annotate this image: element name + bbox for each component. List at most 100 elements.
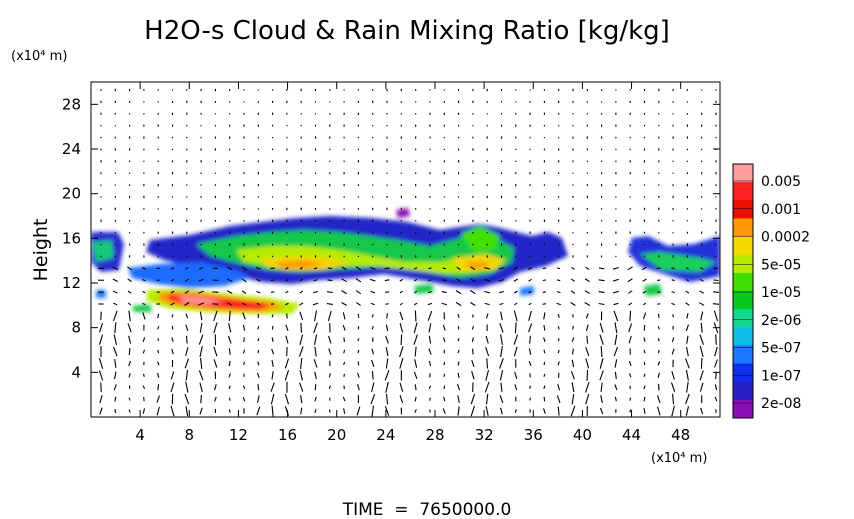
wind-vector: [170, 290, 175, 294]
wind-vector: [228, 323, 232, 333]
wind-vector: [672, 314, 675, 318]
wind-vector: [284, 370, 290, 381]
wind-vector: [256, 406, 261, 416]
wind-vector: [671, 371, 675, 380]
wind-vector: [627, 290, 633, 294]
wind-vector: [242, 324, 246, 331]
wind-vector: [442, 279, 447, 282]
wind-vector: [228, 409, 231, 413]
wind-vector: [127, 290, 132, 294]
wind-vector: [270, 267, 275, 270]
wind-vector: [341, 290, 347, 295]
wind-vector: [642, 302, 647, 306]
wind-vector: [243, 337, 245, 343]
wind-vector: [357, 349, 360, 354]
wind-vector: [198, 278, 204, 282]
wind-vector: [313, 290, 318, 294]
wind-vector: [699, 302, 705, 306]
wind-vector: [557, 349, 560, 354]
wind-vector: [385, 303, 389, 305]
y-tick-label: 8: [71, 319, 81, 337]
wind-vector: [285, 335, 289, 344]
wind-vector: [629, 397, 632, 401]
wind-vector: [642, 312, 647, 320]
colorbar-label: 2e-06: [761, 313, 801, 329]
wind-vector: [599, 370, 604, 381]
x-tick-label: 48: [671, 426, 690, 444]
wind-vector: [713, 310, 719, 322]
x-tick-label: 32: [475, 426, 494, 444]
wind-vector: [715, 371, 717, 379]
wind-vector: [686, 381, 689, 393]
wind-vector: [170, 302, 175, 306]
wind-vector: [699, 334, 705, 345]
wind-vector: [657, 326, 660, 330]
wind-vector: [385, 291, 389, 293]
wind-vector: [356, 406, 361, 416]
wind-vector: [442, 324, 446, 331]
wind-vector: [613, 346, 619, 357]
wind-vector: [128, 409, 131, 413]
wind-vector: [543, 337, 546, 342]
wind-vector: [643, 408, 646, 414]
y-unit-label: (x10⁴ m): [11, 49, 67, 64]
wind-vector: [142, 312, 146, 320]
wind-vector: [113, 334, 118, 346]
colorbar-frame: [732, 163, 754, 419]
wind-vector: [500, 382, 503, 392]
wind-vector: [185, 266, 189, 270]
colorbar-swatch: [733, 345, 753, 365]
wind-vector: [585, 358, 590, 369]
wind-vector: [357, 338, 360, 342]
wind-vector: [228, 373, 231, 378]
wind-vector: [612, 278, 619, 282]
wind-vector: [528, 323, 533, 333]
wind-vector: [271, 405, 274, 417]
wind-vector: [485, 347, 490, 357]
wind-vector: [99, 407, 103, 415]
wind-vector: [355, 266, 362, 271]
wind-vector: [171, 314, 174, 318]
wind-vector: [456, 278, 461, 282]
x-tick-label: 44: [622, 426, 641, 444]
wind-vector: [571, 348, 574, 355]
wind-vector: [284, 358, 290, 369]
wind-vector: [314, 384, 317, 391]
wind-vector: [285, 302, 289, 306]
wind-vector: [528, 360, 532, 366]
wind-vector: [114, 396, 117, 402]
wind-vector: [685, 406, 690, 416]
wind-vector: [371, 382, 375, 393]
wind-vector: [513, 278, 518, 282]
wind-vector: [614, 384, 618, 391]
wind-vector: [557, 406, 560, 416]
wind-vector: [671, 291, 675, 294]
y-tick-label: 12: [62, 274, 81, 292]
wind-vector: [127, 323, 132, 333]
wind-vector: [598, 267, 605, 270]
wind-vector: [455, 290, 462, 295]
wind-vector: [342, 324, 346, 331]
wind-vector: [114, 322, 117, 334]
x-tick-label: 16: [278, 426, 297, 444]
wind-vector: [485, 369, 490, 381]
wind-vector: [614, 322, 618, 334]
wind-vector: [428, 385, 432, 389]
wind-vector: [443, 337, 446, 342]
wind-vector: [441, 291, 447, 294]
wind-vector: [113, 346, 118, 357]
wind-vector: [198, 290, 204, 294]
wind-vector: [671, 279, 675, 282]
wind-vector: [128, 373, 131, 378]
wind-vector: [142, 278, 146, 282]
wind-vector: [342, 396, 346, 402]
wind-vector: [614, 371, 617, 379]
wind-vector: [299, 290, 304, 294]
wind-vector: [226, 290, 233, 294]
wind-vector: [671, 267, 675, 270]
wind-vector: [342, 312, 346, 320]
wind-vector: [600, 395, 603, 404]
wind-vector: [572, 325, 574, 330]
wind-vector: [443, 373, 446, 377]
wind-vector: [128, 360, 132, 367]
